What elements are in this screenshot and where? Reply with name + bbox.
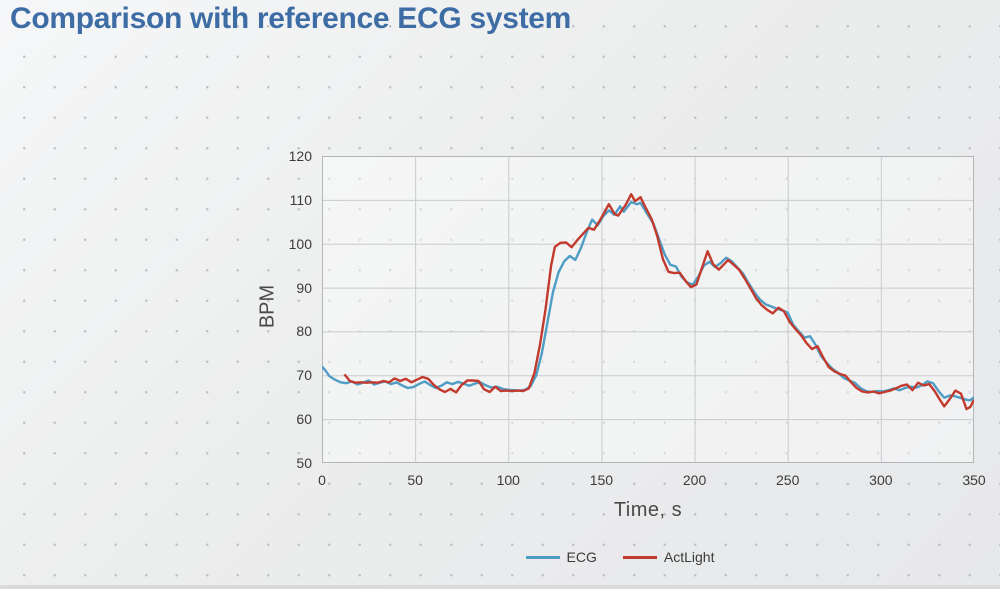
chart-gridlines — [322, 156, 974, 463]
actlight-line-swatch-icon — [622, 555, 657, 559]
x-tick-label: 150 — [589, 472, 614, 488]
y-tick-label: 100 — [288, 235, 312, 252]
ecg-line-series — [322, 200, 974, 402]
x-axis-title: Time, s — [613, 499, 683, 521]
actlight-line-series — [343, 193, 974, 411]
x-tick-label: 100 — [496, 472, 520, 488]
y-tick-label: 120 — [288, 148, 312, 164]
x-tick-label: 250 — [776, 472, 800, 488]
ecg-line-swatch-icon — [525, 555, 560, 559]
x-tick-label: 200 — [682, 472, 707, 488]
y-tick-label: 110 — [289, 191, 312, 208]
legend-item-actlight: ActLight — [622, 549, 715, 565]
x-tick-label: 300 — [869, 472, 893, 488]
y-tick-label: 60 — [296, 411, 312, 428]
slide-bottom-edge — [0, 585, 1000, 589]
y-tick-label: 70 — [296, 367, 312, 384]
y-axis-title: BPM — [256, 284, 279, 329]
line-chart — [322, 156, 974, 463]
legend-label-ecg: ECG — [566, 549, 597, 565]
legend-label-actlight: ActLight — [663, 549, 715, 565]
legend-item-ecg: ECG — [525, 549, 597, 565]
x-tick-label: 0 — [318, 472, 326, 488]
y-tick-label: 80 — [296, 323, 312, 340]
chart-legend: ECG ActLight — [280, 549, 960, 565]
y-tick-label: 90 — [296, 279, 312, 296]
y-tick-label: 50 — [296, 455, 312, 471]
chart-plot-background — [322, 156, 974, 463]
slide-title: Comparison with reference ECG system — [10, 2, 572, 35]
chart-border — [322, 156, 974, 463]
x-tick-label: 350 — [962, 472, 986, 488]
x-tick-label: 50 — [407, 472, 423, 488]
